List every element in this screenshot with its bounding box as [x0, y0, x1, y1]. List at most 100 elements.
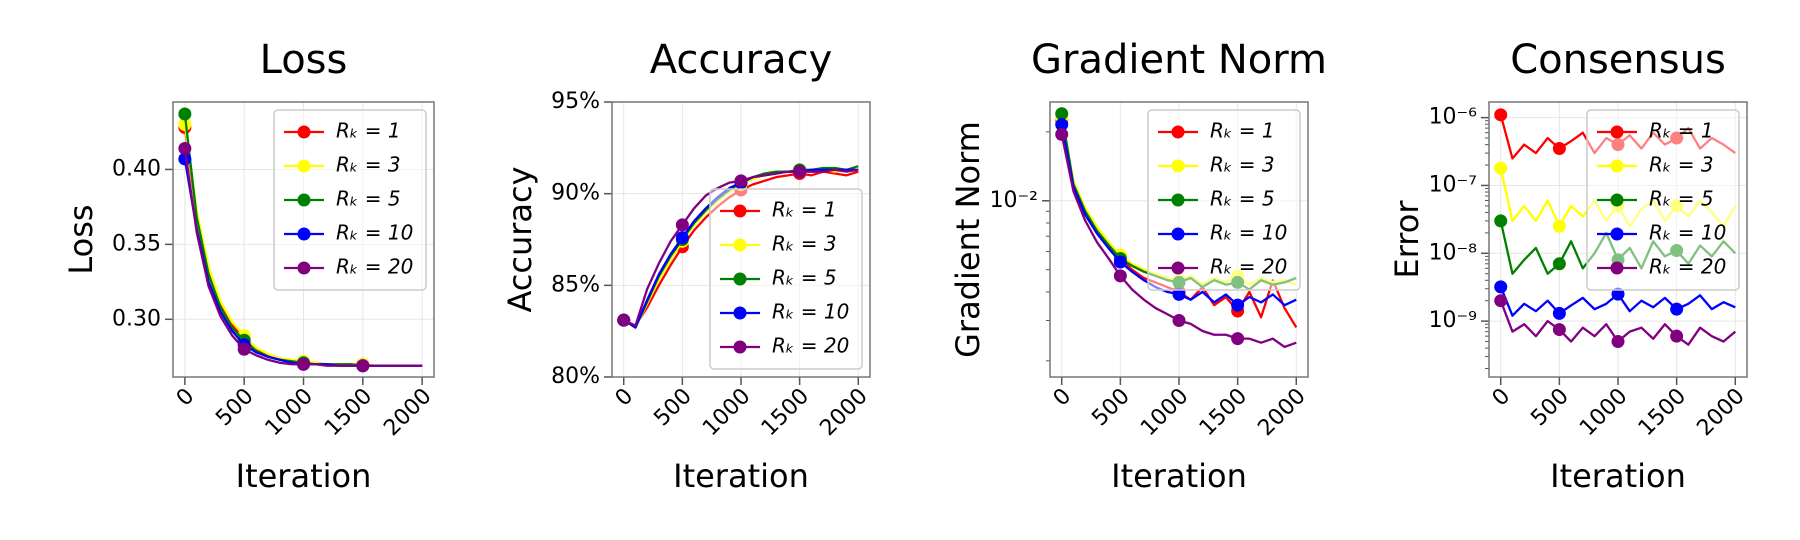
x-tick-label: 1500	[320, 384, 377, 441]
y-tick-label: 85%	[551, 272, 600, 297]
y-axis-label: Loss	[62, 204, 100, 274]
y-axis-label: Accuracy	[501, 166, 539, 312]
y-axis-label: Error	[1388, 200, 1426, 279]
chart-title: Accuracy	[650, 37, 833, 83]
marker	[1552, 219, 1566, 233]
x-tick-label: 0	[611, 384, 639, 412]
marker	[1113, 269, 1127, 283]
legend-label: Rₖ = 3	[772, 232, 837, 256]
marker	[1113, 255, 1127, 269]
legend-marker	[1171, 261, 1185, 275]
y-tick-label: 10⁻⁹	[1429, 308, 1477, 333]
legend-label: Rₖ = 1	[1649, 119, 1714, 143]
legend-marker	[297, 193, 311, 207]
legend-marker	[297, 227, 311, 241]
marker	[1494, 161, 1508, 175]
marker	[1611, 287, 1625, 301]
y-tick-label: 10⁻²	[990, 188, 1038, 213]
y-tick-label: 10⁻⁷	[1429, 172, 1477, 197]
marker	[1055, 118, 1069, 132]
marker	[1494, 108, 1508, 122]
legend-marker	[297, 159, 311, 173]
marker	[1552, 323, 1566, 337]
x-axis-label: Iteration	[236, 457, 372, 495]
legend-marker	[733, 272, 747, 286]
x-tick-label: 0	[1488, 384, 1516, 412]
x-tick-label: 1500	[757, 384, 814, 441]
marker	[734, 174, 748, 188]
legend-marker	[1610, 159, 1624, 173]
legend-marker	[733, 238, 747, 252]
axes-frame	[611, 101, 871, 378]
marker	[617, 313, 631, 327]
x-tick-label: 2000	[379, 384, 436, 441]
y-tick-label: 0.30	[112, 306, 161, 331]
x-tick-label: 500	[1087, 384, 1134, 431]
legend-label: Rₖ = 10	[772, 300, 849, 324]
legend-label: Rₖ = 5	[1649, 187, 1714, 211]
x-axis-label: Iteration	[1550, 457, 1686, 495]
axes-frame	[172, 101, 435, 378]
x-tick-label: 1500	[1195, 384, 1252, 441]
legend-box	[1147, 109, 1301, 291]
chart-title: Gradient Norm	[1031, 37, 1327, 83]
marker	[1611, 335, 1625, 349]
legend-marker	[1610, 193, 1624, 207]
legend-marker	[1171, 227, 1185, 241]
marker	[178, 107, 192, 121]
x-tick-label: 500	[1526, 384, 1573, 431]
marker	[1670, 329, 1684, 343]
x-tick-label: 0	[1049, 384, 1077, 412]
x-tick-label: 1000	[261, 384, 318, 441]
marker	[1494, 214, 1508, 228]
legend-marker	[297, 125, 311, 139]
legend-marker	[297, 261, 311, 275]
y-tick-label: 10⁻⁸	[1429, 240, 1478, 265]
x-tick-label: 1000	[1575, 384, 1632, 441]
marker	[297, 357, 310, 371]
marker	[178, 152, 192, 166]
marker	[793, 165, 807, 179]
legend-label: Rₖ = 3	[336, 153, 401, 177]
marker	[1670, 302, 1684, 316]
chart-title: Consensus	[1510, 37, 1726, 83]
legend-marker	[733, 340, 747, 354]
legend-label: Rₖ = 1	[772, 198, 837, 222]
legend-label: Rₖ = 10	[1649, 221, 1726, 245]
y-axis-label: Gradient Norm	[949, 121, 987, 358]
x-tick-label: 0	[172, 384, 200, 412]
x-tick-label: 1000	[698, 384, 755, 441]
marker	[1552, 306, 1566, 320]
marker	[237, 342, 251, 356]
legend-marker	[1171, 125, 1185, 139]
x-axis-label: Iteration	[1111, 457, 1247, 495]
legend-marker	[1610, 261, 1624, 275]
legend-marker	[1171, 159, 1185, 173]
x-tick-label: 2000	[815, 384, 872, 441]
x-tick-label: 500	[649, 384, 696, 431]
x-tick-label: 1500	[1634, 384, 1691, 441]
marker	[356, 359, 370, 373]
legend-label: Rₖ = 20	[1210, 255, 1287, 279]
x-tick-label: 2000	[1253, 384, 1310, 441]
marker	[1231, 298, 1245, 312]
marker	[1494, 280, 1508, 294]
legend-marker	[1171, 193, 1185, 207]
legend-label: Rₖ = 5	[336, 187, 401, 211]
marker	[1552, 257, 1566, 271]
marker	[1055, 127, 1069, 141]
x-tick-label: 1000	[1136, 384, 1193, 441]
legend-label: Rₖ = 5	[1210, 187, 1275, 211]
legend-box	[709, 188, 863, 370]
legend-marker	[733, 306, 747, 320]
legend-marker	[733, 204, 747, 218]
legend-marker	[1610, 125, 1624, 139]
legend-label: Rₖ = 10	[1210, 221, 1287, 245]
marker	[178, 117, 192, 131]
y-tick-label: 90%	[551, 181, 600, 206]
chart-title: Loss	[260, 37, 348, 83]
marker	[1231, 332, 1245, 346]
legend-label: Rₖ = 1	[1210, 119, 1275, 143]
